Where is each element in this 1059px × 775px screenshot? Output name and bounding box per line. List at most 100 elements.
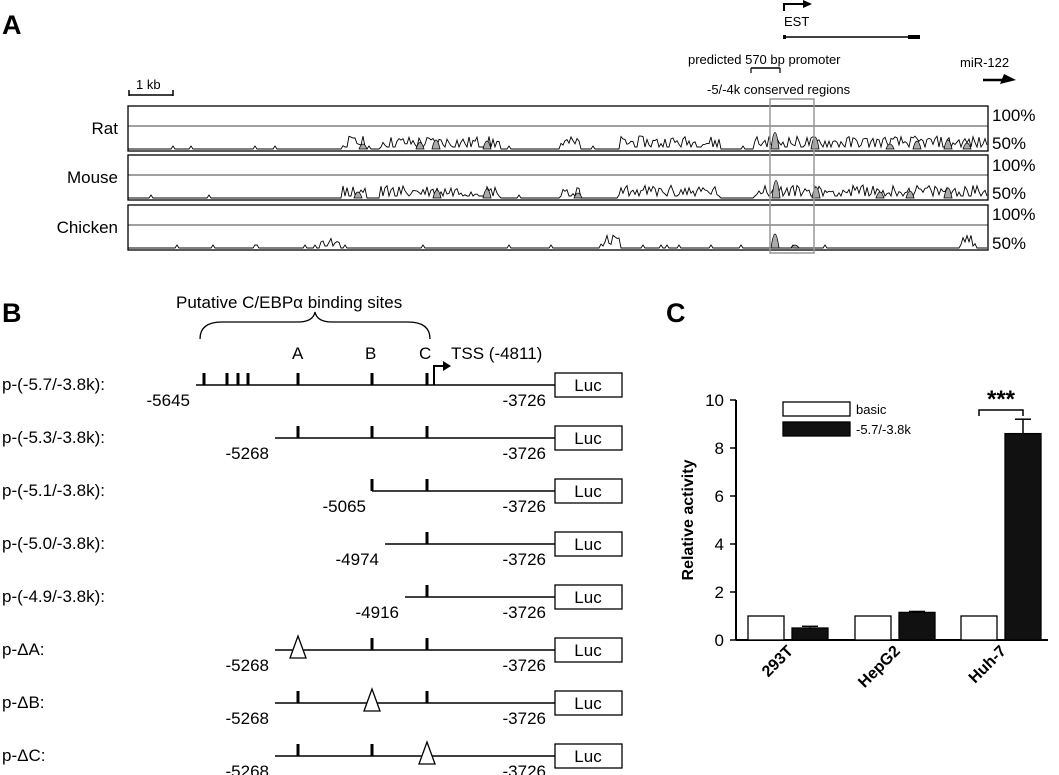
x-tick-label: Huh-7	[966, 643, 1010, 687]
construct-end: -3726	[503, 762, 546, 775]
construct-end: -3726	[503, 444, 546, 463]
rat-profile	[128, 135, 988, 150]
deletion-triangle	[418, 740, 436, 765]
panel-c-letter: C	[666, 298, 686, 328]
construct-name: p-(-5.3/-3.8k):	[2, 428, 105, 447]
luc-label: Luc	[574, 482, 602, 501]
luc-label: Luc	[574, 429, 602, 448]
track-chicken	[127, 204, 989, 251]
construct-end: -3726	[503, 497, 546, 516]
conserved-peak	[790, 244, 800, 249]
mouse-profile	[128, 183, 988, 199]
track-mouse	[127, 154, 989, 201]
luc-label: Luc	[574, 747, 602, 766]
y-tick-label: 0	[715, 631, 724, 650]
luc-label: Luc	[574, 376, 602, 395]
luc-box	[554, 743, 623, 769]
conserved-peak	[482, 188, 492, 199]
deletion-triangle	[289, 634, 307, 659]
site-c-label: C	[419, 344, 431, 363]
construct-start: -5268	[226, 656, 269, 675]
conserved-peak	[962, 142, 972, 150]
legend-swatch	[782, 401, 851, 417]
construct-name: p-(-4.9/-3.8k):	[2, 587, 105, 606]
luc-box	[554, 690, 623, 716]
species-rat: Rat	[92, 119, 119, 138]
est-arrow	[783, 3, 803, 11]
y-tick-label: 10	[705, 391, 724, 410]
construct-end: -3726	[503, 656, 546, 675]
putative-sites-label: Putative C/EBPα binding sites	[176, 293, 402, 312]
bar-HepG2-construct	[898, 611, 936, 641]
conserved-peak	[482, 140, 492, 150]
tss-arrow	[433, 365, 445, 385]
construct-name: p-ΔB:	[2, 693, 45, 712]
est-block	[908, 35, 920, 39]
est-start-block	[783, 35, 786, 39]
binding-sites-brace	[199, 311, 431, 340]
track-rat	[127, 105, 989, 152]
site-a-label: A	[292, 344, 304, 363]
mir-label: miR-122	[960, 55, 1009, 70]
panel-b-letter: B	[2, 298, 22, 328]
luc-box	[554, 372, 623, 398]
construct-start: -5268	[226, 762, 269, 775]
constructs: p-(-5.7/-3.8k): Luc -5645 -3726 p-(-5.3/-3.8…	[2, 372, 623, 775]
conservation-tracks	[127, 98, 989, 254]
panel-a-letter: A	[2, 10, 22, 40]
conserved-label: -5/-4k conserved regions	[707, 82, 851, 97]
significance-stars: ***	[987, 386, 1016, 413]
y-tick-label: 6	[715, 487, 724, 506]
mouse-100-label: 100%	[992, 156, 1035, 175]
construct-start: -4974	[336, 550, 379, 569]
chicken-50-label: 50%	[992, 234, 1026, 253]
conserved-peak	[358, 143, 368, 150]
mir-arrowhead	[1000, 74, 1016, 84]
conserved-peak	[811, 186, 821, 199]
construct-end: -3726	[503, 550, 546, 569]
significance-bracket	[978, 409, 1024, 416]
luc-label: Luc	[574, 535, 602, 554]
conserved-peak	[912, 140, 922, 150]
y-tick-label: 8	[715, 439, 724, 458]
luc-label: Luc	[574, 641, 602, 660]
conserved-peak	[943, 139, 953, 150]
construct-name: p-(-5.7/-3.8k):	[2, 375, 105, 394]
conserved-peak	[573, 192, 583, 199]
chicken-profile	[128, 233, 987, 249]
construct-end: -3726	[503, 603, 546, 622]
scale-bar-label: 1 kb	[136, 77, 161, 92]
construct-name: p-(-5.0/-3.8k):	[2, 534, 105, 553]
conserved-peak	[875, 191, 885, 199]
luc-box	[554, 531, 623, 557]
conserved-region-box	[769, 98, 815, 254]
luc-label: Luc	[574, 588, 602, 607]
y-axis-label: Relative activity	[680, 459, 697, 580]
construct-name: p-(-5.1/-3.8k):	[2, 481, 105, 500]
conserved-peak	[770, 233, 780, 249]
bar-Huh-7-basic	[960, 615, 998, 641]
conserved-peak	[431, 139, 441, 150]
luc-box	[554, 584, 623, 610]
bar-293T-basic	[747, 615, 785, 641]
conserved-peak	[353, 191, 363, 199]
y-tick-label: 2	[715, 583, 724, 602]
legend-swatch	[782, 421, 851, 437]
x-tick-label: HepG2	[855, 643, 904, 692]
bar-HepG2-basic	[854, 615, 892, 641]
conserved-peak	[432, 189, 442, 199]
tss-label: TSS (-4811)	[451, 344, 542, 363]
site-b-label: B	[365, 344, 376, 363]
y-tick-label: 4	[715, 535, 724, 554]
conserved-peak	[905, 190, 915, 199]
construct-start: -4916	[356, 603, 399, 622]
conserved-peak	[771, 180, 781, 199]
luc-box	[554, 637, 623, 663]
species-chicken: Chicken	[57, 218, 118, 237]
construct-start: -5268	[226, 444, 269, 463]
bar-Huh-7-construct	[1004, 432, 1042, 641]
construct-start: -5268	[226, 709, 269, 728]
mouse-50-label: 50%	[992, 184, 1026, 203]
luc-label: Luc	[574, 694, 602, 713]
tss-arrowhead	[443, 361, 451, 371]
